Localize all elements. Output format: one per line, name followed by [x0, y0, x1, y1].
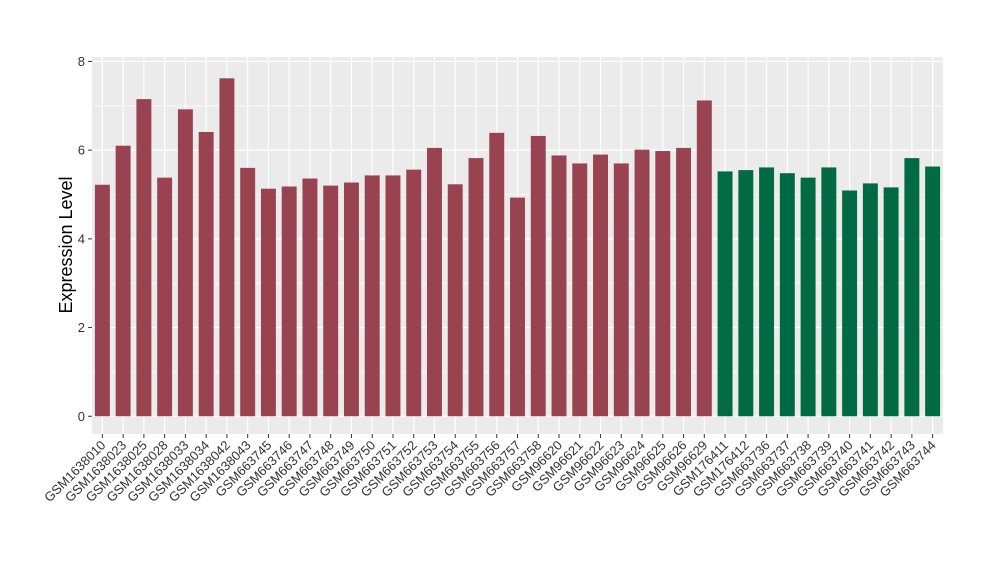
y-tick-label: 2	[78, 320, 85, 335]
bar-GSM663747	[302, 178, 318, 417]
bar-GSM176412	[738, 170, 754, 417]
bar-GSM663751	[385, 175, 401, 417]
bar-GSM663749	[343, 182, 359, 417]
bar-GSM96621	[572, 163, 588, 417]
bar-GSM1638025	[136, 99, 152, 417]
bar-GSM663755	[468, 158, 484, 417]
bar-GSM96623	[613, 163, 629, 417]
y-axis-title: Expression Level	[56, 176, 76, 313]
bar-GSM1638043	[240, 167, 256, 417]
bar-GSM1638010	[94, 184, 110, 417]
bar-GSM96620	[551, 155, 567, 417]
bar-GSM96629	[696, 100, 712, 417]
bar-GSM663758	[530, 135, 546, 417]
bar-GSM663757	[510, 197, 525, 417]
bar-GSM663753	[427, 147, 442, 417]
y-tick-label: 6	[78, 143, 85, 158]
bar-GSM663752	[406, 169, 422, 417]
bar-GSM663736	[759, 167, 775, 417]
bar-GSM96622	[593, 154, 608, 417]
y-tick-label: 8	[78, 54, 85, 69]
bar-GSM663744	[925, 166, 941, 417]
bar-GSM176411	[717, 171, 733, 417]
bar-GSM1638042	[219, 78, 235, 417]
bar-GSM663739	[821, 167, 837, 417]
bar-GSM663756	[489, 132, 505, 417]
bar-GSM663738	[800, 177, 816, 417]
bar-GSM663743	[904, 158, 920, 417]
bar-GSM663741	[862, 183, 878, 417]
x-axis: GSM1638010GSM1638023GSM1638025GSM1638028…	[41, 434, 939, 505]
bar-GSM96624	[634, 149, 650, 417]
bar-GSM663750	[364, 175, 380, 417]
y-tick-label: 0	[78, 409, 85, 424]
bars	[94, 78, 941, 417]
bar-GSM663754	[447, 184, 463, 417]
bar-GSM96626	[676, 147, 692, 417]
bar-GSM1638033	[177, 109, 193, 417]
bar-GSM663746	[281, 186, 297, 417]
bar-GSM1638028	[157, 177, 173, 417]
bar-GSM1638023	[115, 145, 131, 417]
bar-GSM663745	[260, 188, 276, 417]
bar-GSM96625	[655, 151, 671, 417]
bar-GSM663742	[883, 187, 899, 417]
bar-GSM663748	[323, 185, 339, 417]
bar-GSM663737	[779, 173, 795, 417]
y-tick-label: 4	[78, 231, 85, 246]
bar-GSM1638034	[198, 131, 214, 417]
bar-GSM663740	[842, 190, 858, 417]
y-axis: 0 2 4 6 8	[78, 54, 92, 424]
